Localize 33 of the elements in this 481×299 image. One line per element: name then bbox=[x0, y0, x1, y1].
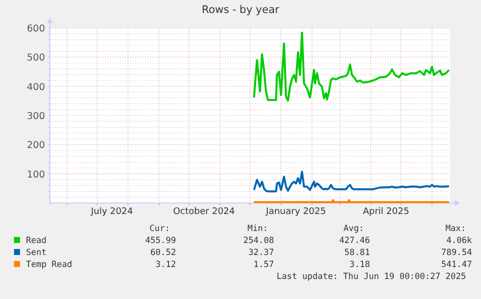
text: 427.46 bbox=[339, 236, 370, 246]
text: Last update: Thu Jun 19 00:00:27 2025 bbox=[276, 272, 466, 282]
text: 3.18 bbox=[350, 260, 370, 270]
y-tick-label: 100 bbox=[26, 169, 45, 180]
legend-label: Read bbox=[26, 236, 46, 246]
legend-label: Temp Read bbox=[26, 260, 72, 270]
x-tick-label: April 2025 bbox=[362, 207, 410, 217]
text: 32.37 bbox=[248, 248, 274, 258]
text: 58.81 bbox=[344, 248, 370, 258]
text: 541.47 bbox=[441, 260, 472, 270]
legend-label: Sent bbox=[26, 248, 46, 258]
text: 789.54 bbox=[441, 248, 472, 258]
text: Min: bbox=[248, 224, 268, 234]
text: 4.06k bbox=[446, 236, 472, 246]
x-tick-label: July 2024 bbox=[90, 207, 134, 217]
line-series bbox=[253, 170, 450, 192]
y-tick-label: 400 bbox=[26, 82, 45, 93]
text: Avg: bbox=[344, 224, 364, 234]
text: Cur: bbox=[150, 224, 170, 234]
y-tick-label: 500 bbox=[26, 52, 45, 64]
y-tick-label: 200 bbox=[26, 140, 45, 152]
y-tick-label: 300 bbox=[26, 111, 45, 122]
text: 3.12 bbox=[156, 260, 176, 270]
chart-title: Rows - by year bbox=[202, 4, 280, 16]
text: Max: bbox=[446, 224, 466, 234]
text: 455.99 bbox=[145, 236, 176, 246]
y-tick-label: 600 bbox=[26, 24, 45, 34]
x-tick-label: October 2024 bbox=[173, 207, 236, 217]
line-series bbox=[253, 32, 450, 102]
text: 60.52 bbox=[150, 248, 176, 258]
x-tick-label: January 2025 bbox=[265, 207, 326, 217]
text: 254.08 bbox=[243, 236, 274, 246]
text: 1.57 bbox=[254, 260, 274, 270]
